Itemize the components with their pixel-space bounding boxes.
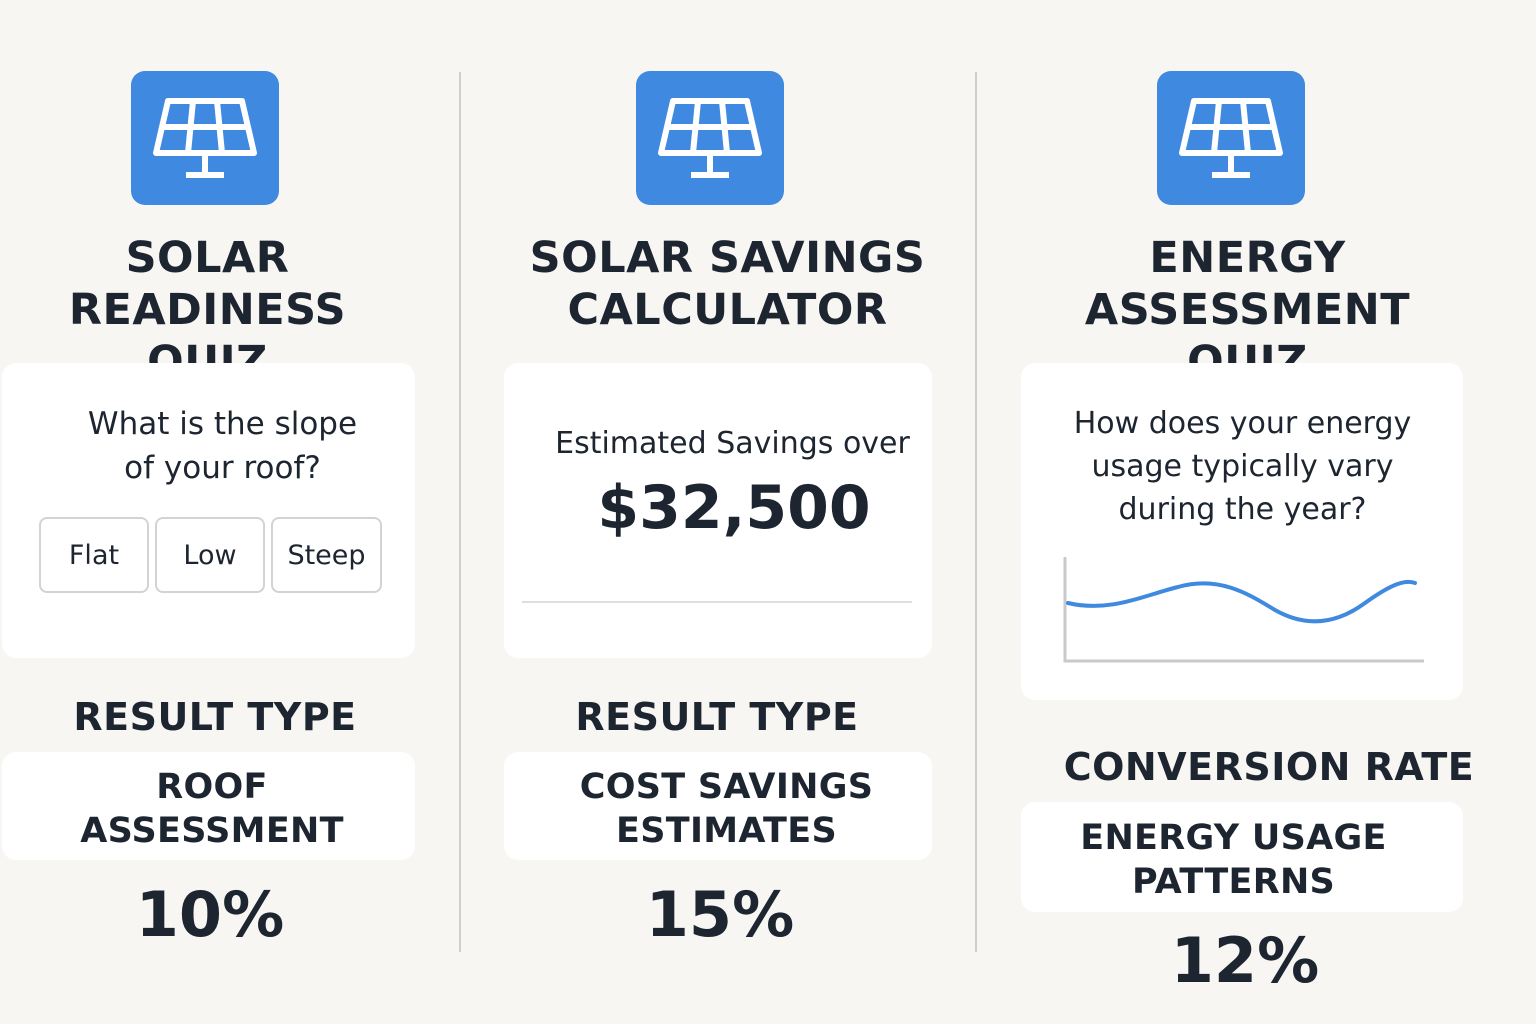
question-line: during the year? [1118,492,1367,527]
column-divider [459,72,461,952]
result-card [1021,802,1463,912]
question-line: usage typically vary [1091,449,1394,484]
title-line: ENERGY ASSESSMENT [1084,233,1411,335]
calculator-title: SOLAR SAVINGS CALCULATOR [505,232,950,336]
result-card [2,752,415,860]
usage-wave-line [1066,579,1417,624]
question-card [2,363,415,658]
result-type: COST SAVINGS ESTIMATES [504,765,949,853]
conversion-percent: 12% [1170,924,1320,997]
result-line: ESTIMATES [616,811,837,851]
title-line: CALCULATOR [567,285,888,335]
result-line: ROOF [156,767,268,807]
quiz-question: What is the slope of your roof? [20,402,425,490]
solar-panel-icon [1157,71,1305,205]
option-flat-button[interactable]: Flat [39,517,149,593]
result-card [504,752,932,860]
result-line: COST SAVINGS [579,767,874,807]
question-line: What is the slope [87,406,358,442]
graphic-axes [1063,557,1424,663]
title-line: SOLAR SAVINGS [529,233,926,283]
conversion-percent: 10% [135,878,285,951]
option-steep-button[interactable]: Steep [271,517,382,593]
savings-card [504,363,932,658]
savings-divider [522,601,912,603]
usage-wave-graphic [1063,557,1424,663]
option-low-button[interactable]: Low [155,517,265,593]
result-line: PATTERNS [1131,862,1336,902]
result-line: ENERGY USAGE [1080,818,1387,858]
question-line: of your roof? [124,450,321,486]
conversion-percent: 15% [645,878,795,951]
question-line: How does your energy [1073,406,1412,441]
result-type: ROOF ASSESSMENT [2,765,422,853]
savings-label: Estimated Savings over [555,426,910,461]
question-card [1021,363,1463,700]
column-divider [975,72,977,952]
result-type: ENERGY USAGE PATTERNS [1021,816,1446,904]
title-line: SOLAR READINESS [68,233,347,335]
metric-label: RESULT TYPE [575,695,859,739]
metric-label: RESULT TYPE [73,695,357,739]
solar-panel-icon [131,71,279,205]
result-line: ASSESSMENT [80,811,344,851]
savings-value: $32,500 [597,473,871,543]
solar-panel-icon [636,71,784,205]
metric-label: CONVERSION RATE [1063,745,1475,789]
quiz-question: How does your energy usage typically var… [1030,402,1455,531]
